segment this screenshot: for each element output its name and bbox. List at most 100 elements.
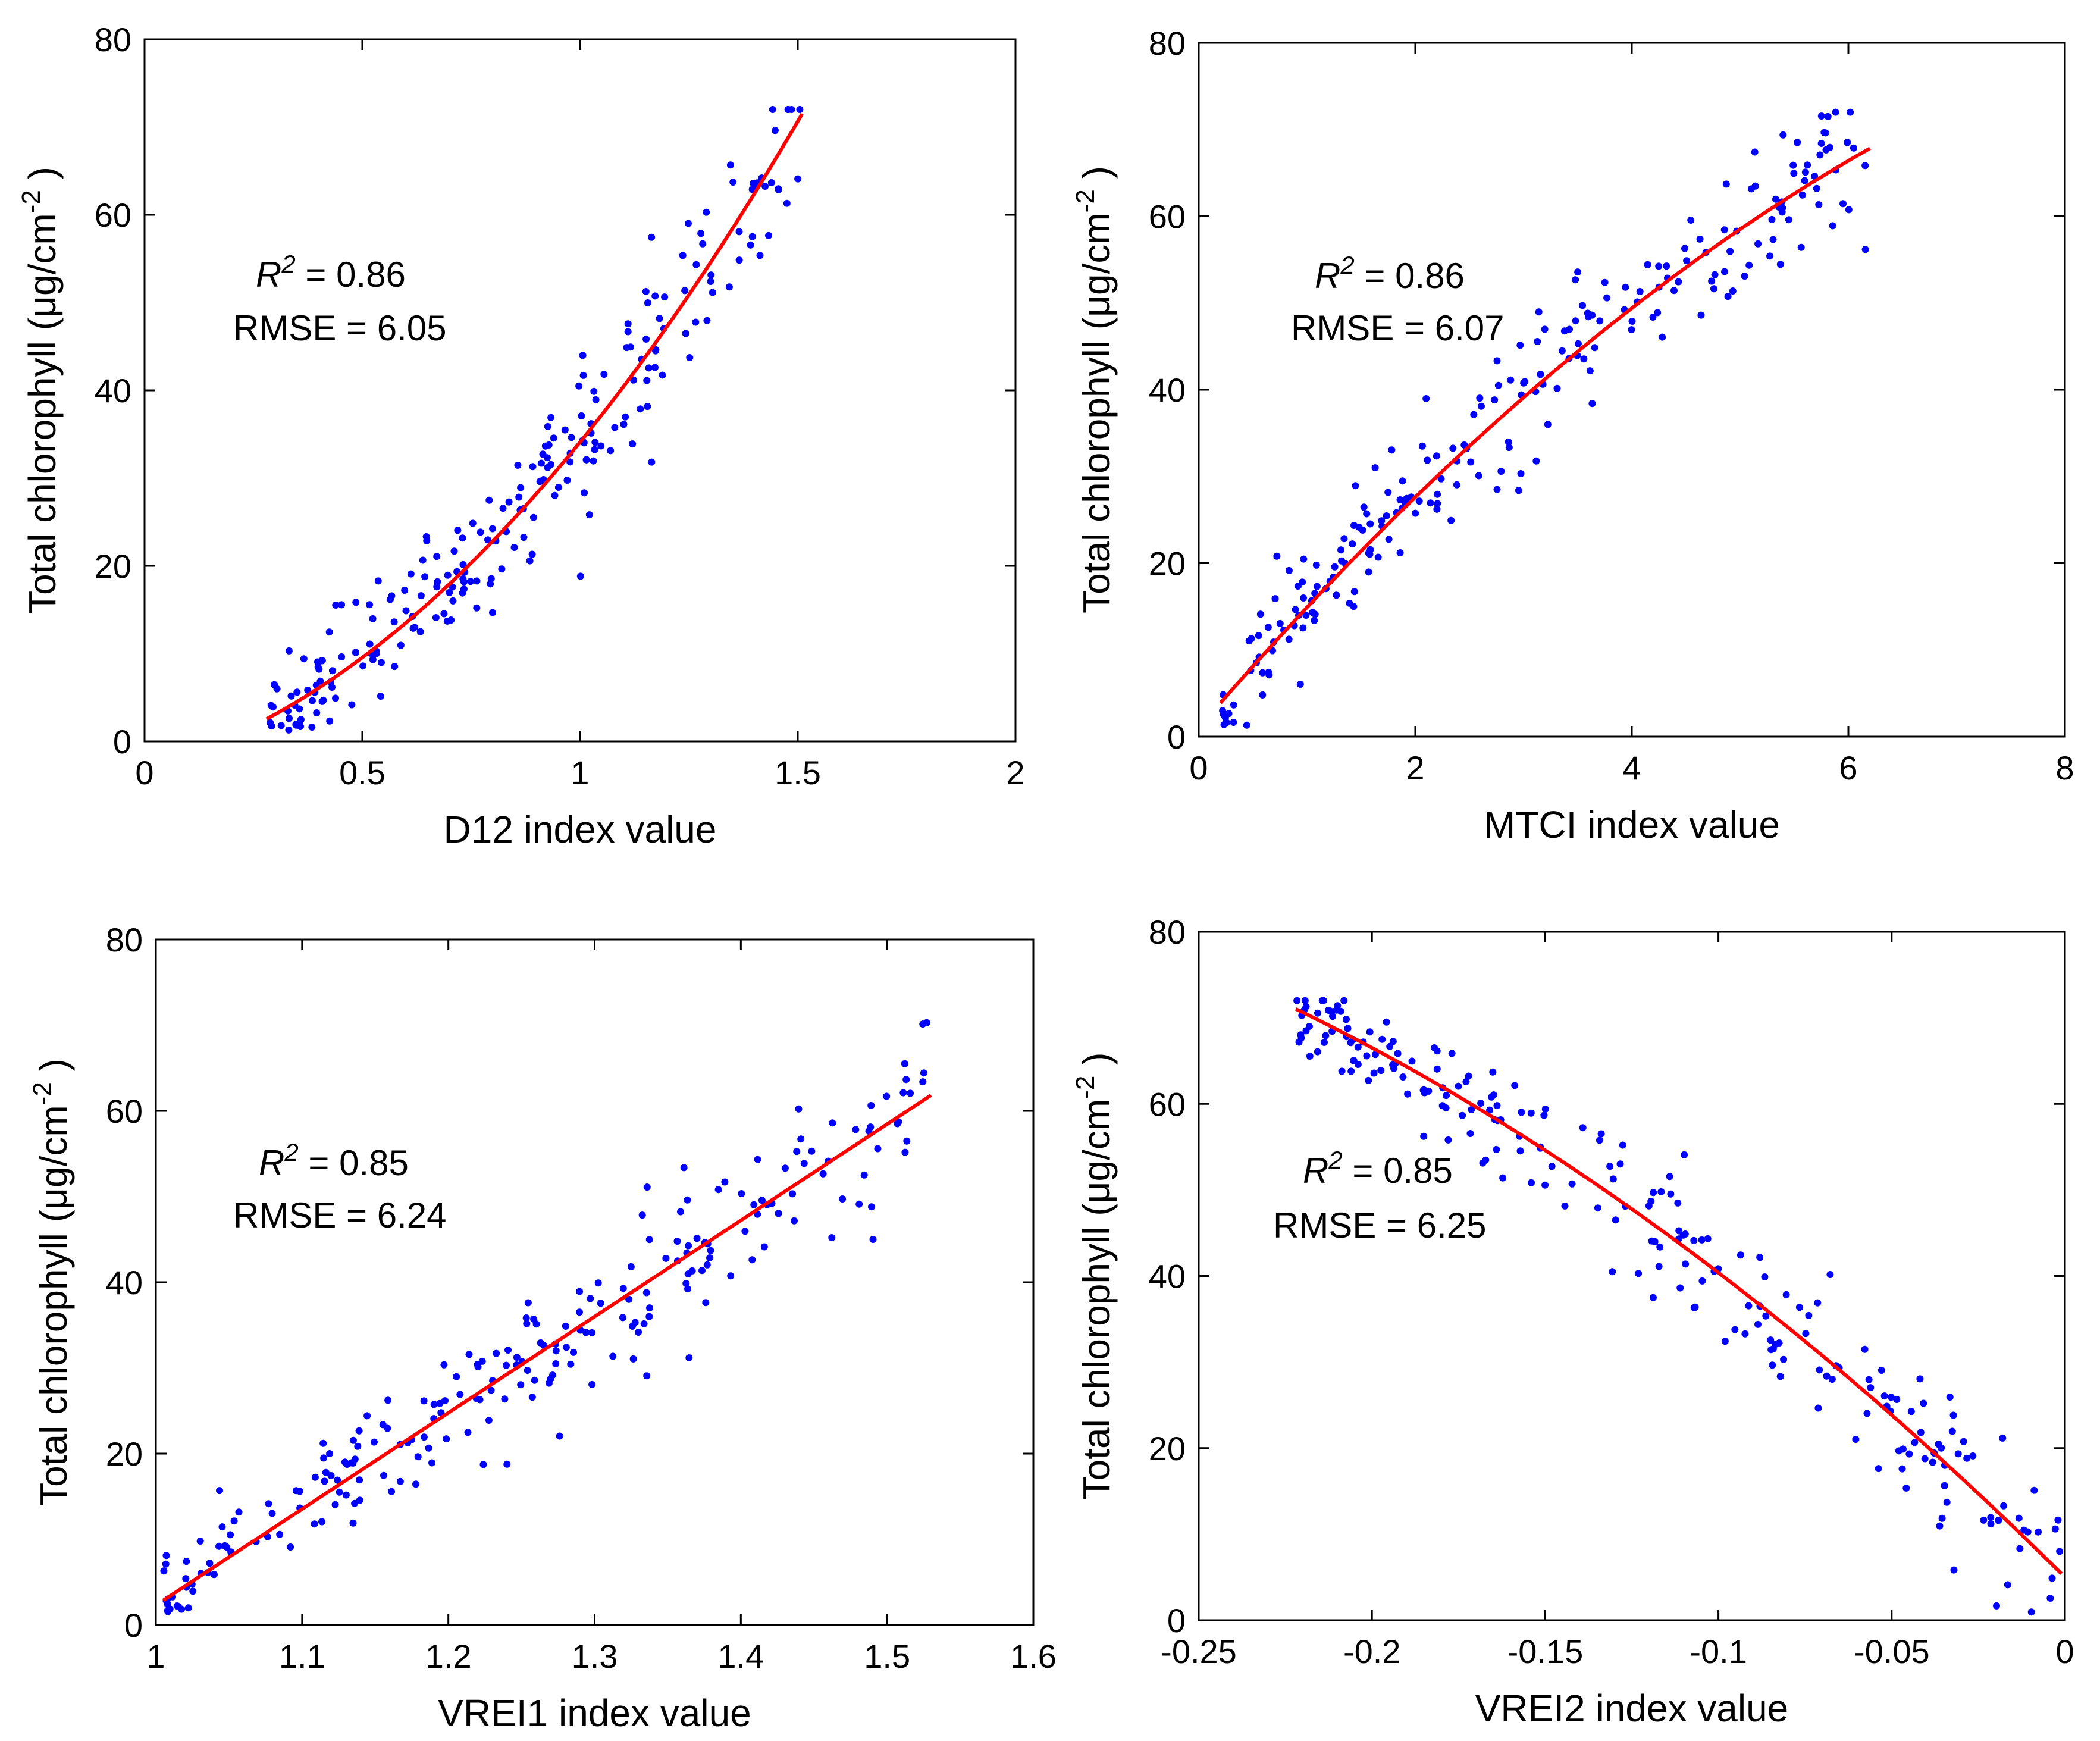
data-point <box>902 1076 910 1084</box>
y-tick-label: 20 <box>95 547 131 585</box>
data-point <box>371 1438 378 1446</box>
data-point <box>747 241 754 249</box>
data-point <box>795 1105 803 1113</box>
data-point <box>484 536 491 544</box>
data-point <box>767 179 775 186</box>
data-point <box>544 422 551 430</box>
data-point <box>1300 555 1308 563</box>
data-point <box>1418 442 1426 450</box>
data-point <box>1370 1069 1378 1077</box>
data-point <box>1675 278 1682 286</box>
data-point <box>402 607 410 615</box>
rmse-label: RMSE = 6.25 <box>1273 1205 1487 1245</box>
data-point <box>1893 1396 1901 1403</box>
y-tick-label: 20 <box>1149 1430 1186 1467</box>
data-point <box>1938 1514 1946 1522</box>
data-point <box>623 344 631 352</box>
x-tick-label: 1 <box>571 754 589 791</box>
plot-frame <box>1198 42 2066 738</box>
data-point <box>1296 681 1304 688</box>
data-point <box>1433 452 1440 460</box>
data-point <box>714 1186 722 1194</box>
data-point <box>1374 553 1382 561</box>
data-point <box>1311 616 1318 624</box>
data-point <box>1518 1109 1525 1116</box>
data-point <box>725 283 733 291</box>
data-point <box>550 434 557 442</box>
data-point <box>327 1472 335 1479</box>
data-point <box>1377 1067 1385 1075</box>
data-point <box>2000 1502 2008 1510</box>
data-point <box>1704 1235 1712 1242</box>
data-point <box>1676 1284 1684 1292</box>
data-point <box>1588 400 1596 408</box>
data-point <box>464 1429 472 1436</box>
data-point <box>444 571 452 579</box>
data-point <box>903 1137 911 1145</box>
data-point <box>1276 619 1284 627</box>
data-point <box>183 1558 190 1565</box>
r-squared-label: R2 = 0.86 <box>1315 251 1465 296</box>
data-point <box>735 256 743 264</box>
data-point <box>420 1397 428 1405</box>
rmse-label: RMSE = 6.24 <box>233 1195 447 1235</box>
y-axis-label-close: ) <box>21 167 64 190</box>
data-point <box>698 1267 706 1275</box>
data-point <box>450 547 458 555</box>
data-point <box>419 556 427 564</box>
data-point <box>1785 216 1792 224</box>
data-point <box>313 709 321 716</box>
r-symbol: R <box>259 1143 284 1183</box>
data-point <box>485 1417 493 1424</box>
data-point <box>1297 1034 1305 1042</box>
data-point <box>1622 283 1629 291</box>
data-point <box>566 458 574 466</box>
data-point <box>1850 144 1857 152</box>
data-point <box>1420 1086 1428 1094</box>
y-tick-label: 80 <box>106 921 143 959</box>
data-point <box>661 293 669 301</box>
chart-panel-3: 1 1.1 1.2 1.3 1.4 1.5 1.6 0 20 40 60 80 VREI1 index … <box>28 921 1057 1734</box>
data-point <box>1259 691 1267 699</box>
data-point <box>576 572 584 580</box>
x-tick-label: 1 <box>146 1637 165 1675</box>
data-point <box>1306 1053 1314 1060</box>
data-point <box>1256 610 1264 618</box>
data-point <box>581 489 588 497</box>
data-point <box>1493 357 1501 365</box>
x-tick-label: 1.1 <box>279 1637 325 1675</box>
data-point <box>1782 1291 1790 1298</box>
data-point <box>1863 1410 1871 1417</box>
data-point <box>265 1500 272 1508</box>
data-point <box>1541 1106 1549 1113</box>
y-axis-label: Total chlorophyll (μg/cm-2 ) <box>17 167 64 614</box>
data-point <box>1878 1367 1885 1374</box>
data-point <box>1488 1093 1496 1101</box>
data-point <box>510 544 518 551</box>
data-point <box>748 233 756 240</box>
data-point <box>1327 1007 1334 1015</box>
data-point <box>388 592 396 600</box>
data-point <box>549 1371 556 1379</box>
data-point <box>643 1372 651 1380</box>
data-point <box>1628 318 1636 325</box>
data-point <box>349 1436 357 1444</box>
y-axis-label-sup: -2 <box>1071 1076 1100 1099</box>
y-axis-label-close: ) <box>1075 1053 1118 1076</box>
plot-frame <box>143 38 1017 743</box>
data-point <box>1916 1375 1924 1383</box>
data-point <box>1433 1065 1441 1073</box>
data-point <box>322 1468 330 1476</box>
data-point <box>1365 549 1372 557</box>
data-point <box>1528 1179 1535 1186</box>
data-point <box>1929 1458 1936 1466</box>
data-point <box>1422 395 1430 402</box>
data-point <box>1515 487 1522 494</box>
data-point <box>1721 1338 1729 1345</box>
data-point <box>2016 1545 2024 1552</box>
data-point <box>1649 314 1657 321</box>
y-tick-label: 60 <box>95 196 131 234</box>
data-point <box>1644 261 1651 268</box>
data-point <box>366 640 374 648</box>
data-point <box>407 570 415 578</box>
